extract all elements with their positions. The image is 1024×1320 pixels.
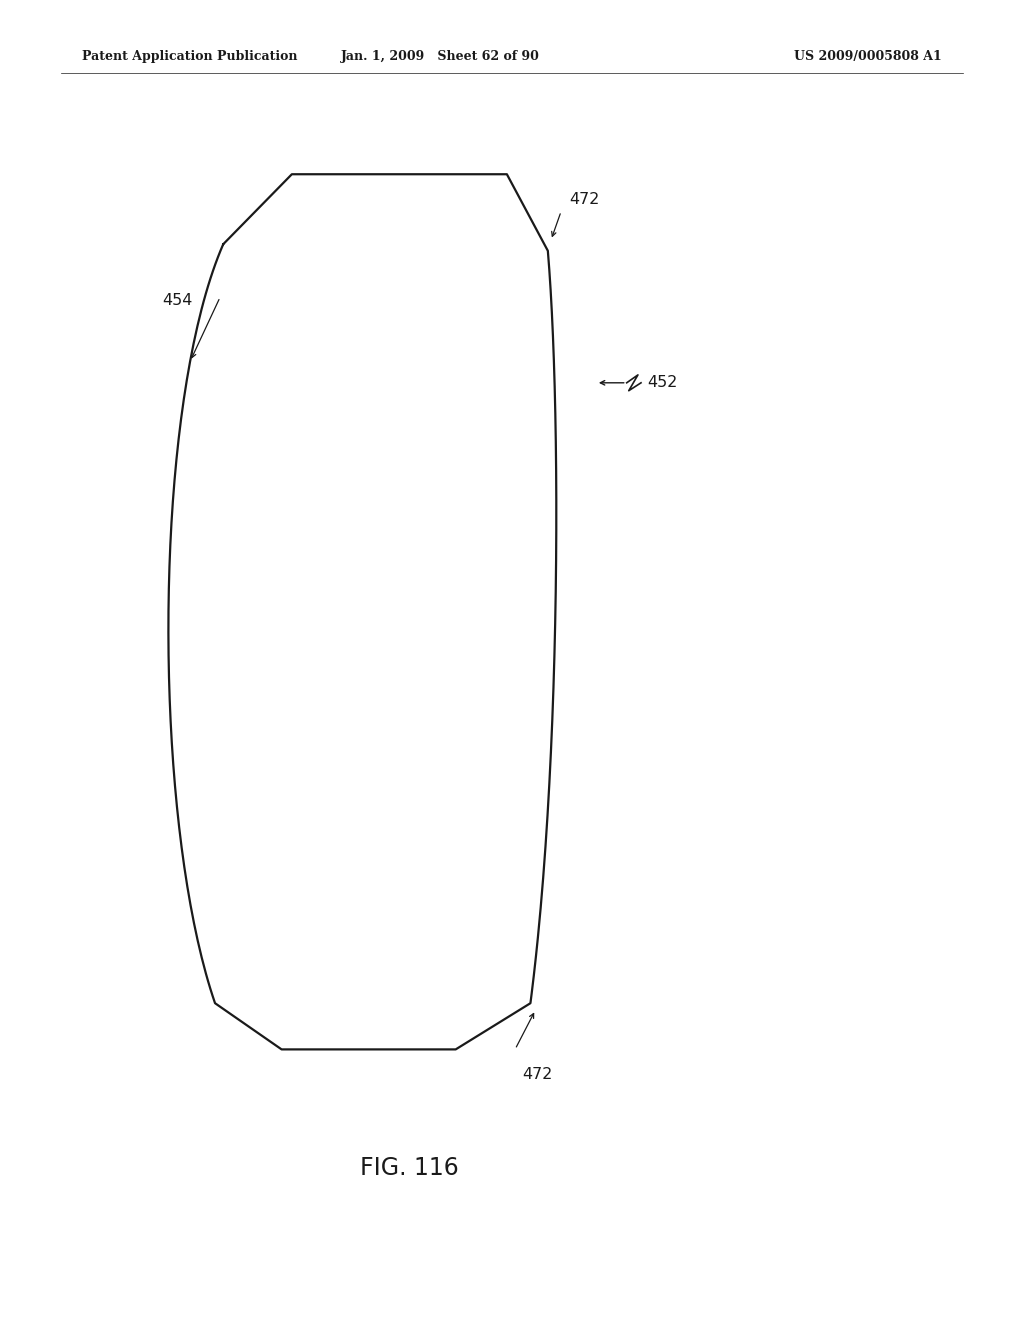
Text: FIG. 116: FIG. 116 — [360, 1156, 459, 1180]
Text: 472: 472 — [569, 193, 600, 207]
Text: 454: 454 — [162, 293, 193, 309]
Text: Jan. 1, 2009   Sheet 62 of 90: Jan. 1, 2009 Sheet 62 of 90 — [341, 50, 540, 63]
Text: 452: 452 — [647, 375, 678, 391]
Text: 472: 472 — [522, 1067, 553, 1081]
Text: Patent Application Publication: Patent Application Publication — [82, 50, 297, 63]
Text: US 2009/0005808 A1: US 2009/0005808 A1 — [795, 50, 942, 63]
